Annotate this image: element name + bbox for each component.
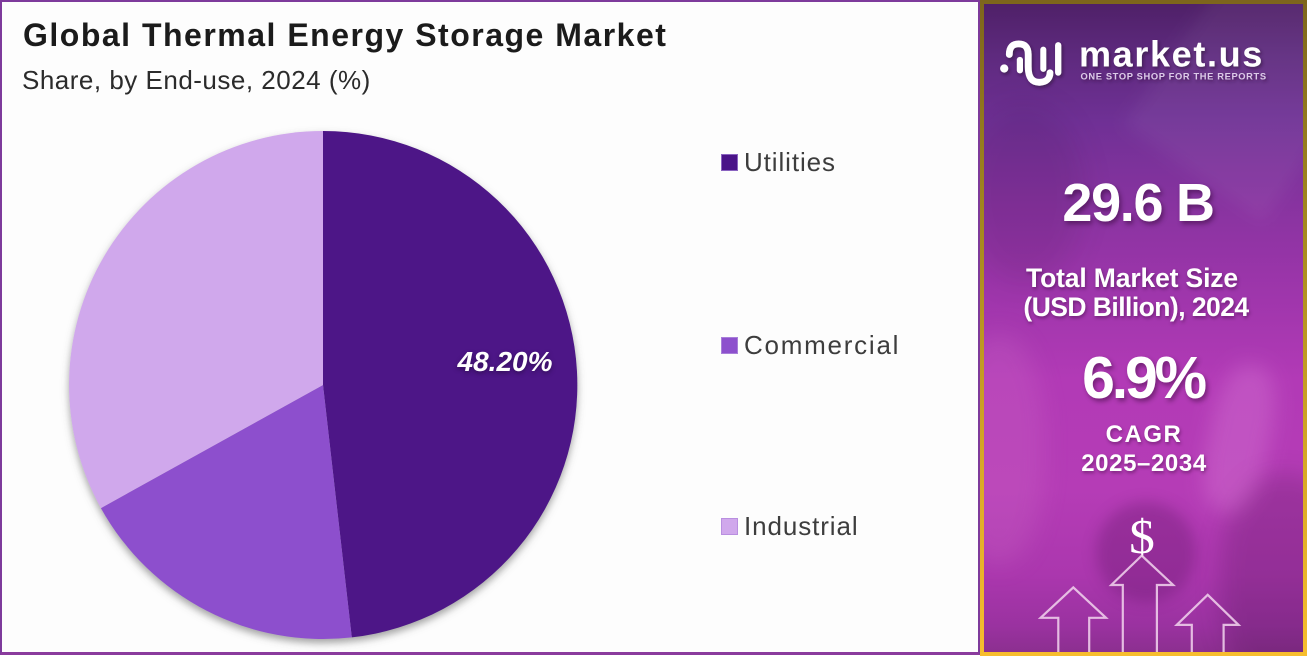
svg-text:ONE STOP SHOP FOR THE REPORTS: ONE STOP SHOP FOR THE REPORTS	[1081, 72, 1267, 82]
svg-text:market.us: market.us	[1079, 34, 1264, 75]
